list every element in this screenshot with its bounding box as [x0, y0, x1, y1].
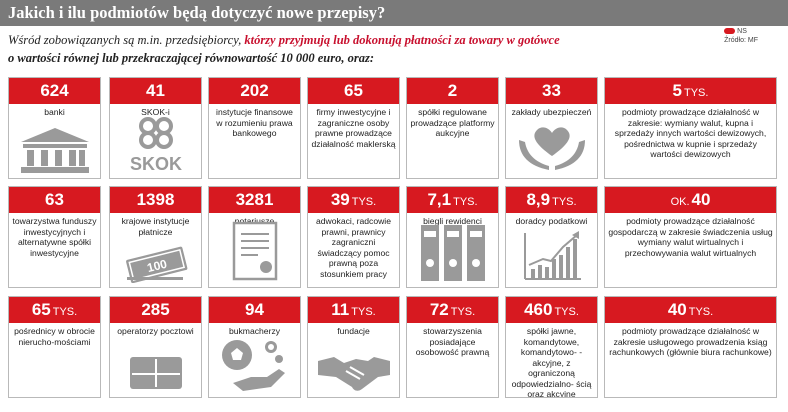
card-label: zakłady ubezpieczeń	[511, 107, 592, 117]
count-badge: 63	[9, 187, 100, 213]
card-insurers: 33 zakłady ubezpieczeń	[505, 77, 598, 179]
card-label: podmioty prowadzące działalność gospodar…	[608, 216, 773, 258]
banknotes-icon: 100	[110, 229, 201, 283]
count-badge: 33	[506, 78, 597, 104]
card-label: operatorzy pocztowi	[117, 326, 194, 336]
handshake-icon	[308, 339, 399, 393]
card-label: podmioty prowadzące działalność w zakres…	[609, 326, 772, 357]
card-virtual-currency: OK. 40 podmioty prowadzące działalność go…	[604, 186, 777, 288]
skok-logo-icon: SKOK	[110, 117, 201, 174]
source-label: Źródło: MF	[724, 37, 758, 44]
card-label: adwokaci, radcowie prawni, prawnicy zagr…	[316, 216, 391, 279]
card-lawyers: 39 TYS. adwokaci, radcowie prawni, prawni…	[307, 186, 400, 288]
card-label: banki	[44, 107, 65, 117]
skok-logo-text: SKOK	[129, 154, 181, 174]
card-banks: 624 banki	[8, 77, 101, 179]
count-badge: 11 TYS.	[308, 297, 399, 323]
card-investment-funds: 63 towarzystwa funduszy inwestycyjnych i…	[8, 186, 101, 288]
card-foundations: 11 TYS. fundacje	[307, 296, 400, 398]
count-badge: 39 TYS.	[308, 187, 399, 213]
card-label: SKOK-i	[141, 107, 170, 117]
heart-hands-icon	[506, 120, 597, 174]
binders-icon	[407, 225, 498, 283]
svg-text:100: 100	[145, 257, 168, 276]
count-badge: OK. 40	[605, 187, 776, 213]
card-companies: 460 TYS. spółki jawne, komandytowe, koman…	[505, 296, 598, 398]
card-accounting-offices: 40 TYS. podmioty prowadzące działalność w…	[604, 296, 777, 398]
card-postal-operators: 285 operatorzy pocztowi	[109, 296, 202, 398]
count-badge: 1398	[110, 187, 201, 213]
card-financial-institutions: 202 instytucje finansowe w rozumieniu pr…	[208, 77, 301, 179]
count-badge: 72 TYS.	[407, 297, 498, 323]
count-badge: 8,9 TYS.	[506, 187, 597, 213]
card-label: pośrednicy w obrocie nierucho-mościami	[14, 326, 95, 347]
soccer-ball-hand-icon	[209, 339, 300, 393]
card-label: instytucje finansowe w rozumieniu prawa …	[216, 107, 293, 138]
card-label: notariusze	[234, 216, 275, 226]
card-investment-firms: 65 firmy inwestycyjne i zagraniczne osob…	[307, 77, 400, 179]
card-auditors: 7,1 TYS. biegli rewidenci	[406, 186, 499, 288]
page-title: Jakich i ilu podmiotów będą dotyczyć now…	[8, 3, 386, 22]
card-label: spółki regulowane prowadzące platformy a…	[410, 107, 495, 138]
count-badge: 2	[407, 78, 498, 104]
count-badge: 40 TYS.	[605, 297, 776, 323]
card-skok: 41 SKOK-i SKOK	[109, 77, 202, 179]
card-label: bukmacherzy	[228, 326, 281, 336]
count-badge: 94	[209, 297, 300, 323]
intro-highlight: którzy przyjmują lub dokonują płatności …	[244, 33, 560, 47]
count-badge: 7,1 TYS.	[407, 187, 498, 213]
card-bookmakers: 94 bukmacherzy	[208, 296, 301, 398]
card-label: podmioty prowadzące działalność w zakres…	[614, 107, 767, 159]
intro-part1: Wśród zobowiązanych są m.in. przedsiębio…	[8, 33, 245, 47]
card-label: fundacje	[337, 326, 370, 336]
card-label: spółki jawne, komandytowe, komandytowo- …	[511, 326, 592, 398]
brand-label: NS	[737, 28, 747, 35]
count-badge: 41	[110, 78, 201, 104]
card-notaries: 3281 notariusze	[208, 186, 301, 288]
card-associations: 72 TYS. stowarzyszenia posiadające osobow…	[406, 296, 499, 398]
card-auction-platforms: 2 spółki regulowane prowadzące platformy…	[406, 77, 499, 179]
certificate-icon	[209, 221, 300, 283]
card-label: krajowe instytucje płatnicze	[121, 216, 190, 237]
header-bar: Jakich i ilu podmiotów będą dotyczyć now…	[0, 0, 788, 26]
count-badge: 460 TYS.	[506, 297, 597, 323]
count-badge: 3281	[209, 187, 300, 213]
card-label: stowarzyszenia posiadające osobowość pra…	[415, 326, 490, 357]
card-tax-advisors: 8,9 TYS. doradcy podatkowi	[505, 186, 598, 288]
card-label: doradcy podatkowi	[515, 216, 588, 226]
brand-logo-icon	[724, 28, 736, 35]
card-currency-exchange: 5 TYS. podmioty prowadzące działalność w …	[604, 77, 777, 179]
count-badge: 624	[9, 78, 100, 104]
count-badge: 202	[209, 78, 300, 104]
intro-part3: o wartości równej lub przekraczającej ró…	[8, 51, 375, 65]
source-note: NS Źródło: MF	[724, 27, 758, 45]
count-badge: 285	[110, 297, 201, 323]
count-badge: 65 TYS.	[9, 297, 100, 323]
bank-icon	[9, 120, 100, 174]
card-label: towarzystwa funduszy inwestycyjnych i al…	[12, 216, 97, 258]
growth-chart-icon	[506, 229, 597, 283]
card-label: firmy inwestycyjne i zagraniczne osoby p…	[311, 107, 396, 149]
card-real-estate-agents: 65 TYS. pośrednicy w obrocie nierucho-moś…	[8, 296, 101, 398]
intro-text: Wśród zobowiązanych są m.in. przedsiębio…	[8, 31, 698, 67]
card-payment-institutions: 1398 krajowe instytucje płatnicze 100	[109, 186, 202, 288]
count-badge: 5 TYS.	[605, 78, 776, 104]
count-badge: 65	[308, 78, 399, 104]
card-label: biegli rewidenci	[423, 216, 482, 226]
envelope-icon	[110, 339, 201, 393]
